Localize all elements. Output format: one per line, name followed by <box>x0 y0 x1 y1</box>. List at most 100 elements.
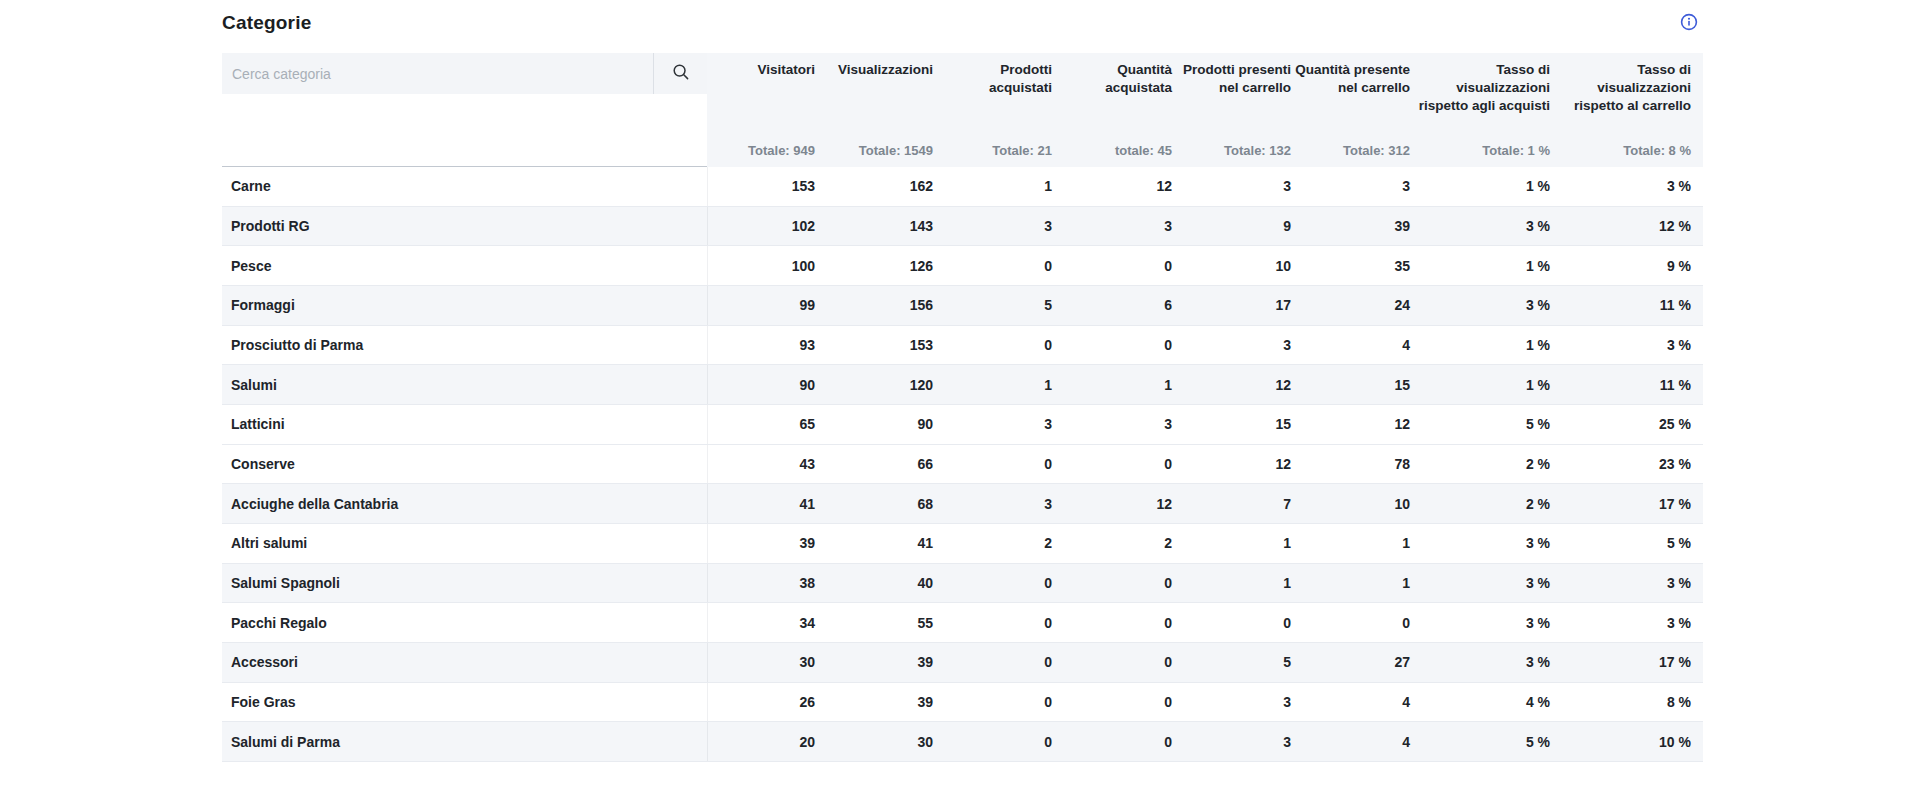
column-total: Totale: 1 % <box>1482 143 1550 158</box>
column-header: Tasso divisualizzazionirispetto al carre… <box>1574 61 1691 114</box>
cell-value: 30 <box>827 734 945 750</box>
cell-value: 1 % <box>1422 178 1562 194</box>
cell-value: 15 <box>1303 377 1422 393</box>
info-button[interactable] <box>1679 12 1699 32</box>
column-total: Totale: 1549 <box>859 143 933 158</box>
column-header: Visitatori <box>757 61 815 79</box>
cell-value: 0 <box>945 654 1064 670</box>
column-header: Quantità presentenel carrello <box>1295 61 1410 97</box>
cell-value: 0 <box>945 575 1064 591</box>
cell-value: 3 % <box>1422 575 1562 591</box>
cell-value: 5 % <box>1422 416 1562 432</box>
cell-value: 23 % <box>1562 456 1703 472</box>
table-row: Salumi di Parma203000345 %10 % <box>222 722 1703 762</box>
cell-value: 100 <box>707 258 827 274</box>
cell-value: 90 <box>827 416 945 432</box>
column-header: Visualizzazioni <box>838 61 933 79</box>
cell-value: 3 % <box>1562 575 1703 591</box>
table-row: Altri salumi394122113 %5 % <box>222 524 1703 564</box>
cell-value: 41 <box>707 496 827 512</box>
search-input[interactable] <box>222 53 653 94</box>
cell-value: 143 <box>827 218 945 234</box>
cell-value: 2 <box>945 535 1064 551</box>
row-category-name: Pesce <box>222 258 707 274</box>
page-title: Categorie <box>222 12 311 34</box>
column-total: Totale: 8 % <box>1623 143 1691 158</box>
cell-value: 4 % <box>1422 694 1562 710</box>
table-row: Formaggi991565617243 %11 % <box>222 286 1703 326</box>
cell-value: 1 <box>1184 575 1303 591</box>
cell-value: 40 <box>827 575 945 591</box>
cell-value: 3 % <box>1422 654 1562 670</box>
column-header: Prodottiacquistati <box>989 61 1052 97</box>
cell-value: 78 <box>1303 456 1422 472</box>
cell-value: 39 <box>827 694 945 710</box>
cell-value: 90 <box>707 377 827 393</box>
table-row: Prosciutto di Parma9315300341 %3 % <box>222 326 1703 366</box>
cell-value: 1 <box>1303 535 1422 551</box>
cell-value: 3 <box>1184 694 1303 710</box>
cell-value: 1 <box>945 178 1064 194</box>
cell-value: 3 <box>945 416 1064 432</box>
table-header: VisitatoriTotale: 949VisualizzazioniTota… <box>222 53 1703 167</box>
cell-value: 66 <box>827 456 945 472</box>
cell-value: 35 <box>1303 258 1422 274</box>
table-row: Salumi901201112151 %11 % <box>222 365 1703 405</box>
cell-value: 4 <box>1303 694 1422 710</box>
cell-value: 0 <box>1303 615 1422 631</box>
cell-value: 0 <box>1064 575 1184 591</box>
cell-value: 2 <box>1064 535 1184 551</box>
cell-value: 3 % <box>1422 535 1562 551</box>
cell-value: 0 <box>1064 734 1184 750</box>
cell-value: 156 <box>827 297 945 313</box>
cell-value: 0 <box>1064 694 1184 710</box>
cell-value: 68 <box>827 496 945 512</box>
table-row: Accessori3039005273 %17 % <box>222 643 1703 683</box>
row-category-name: Prosciutto di Parma <box>222 337 707 353</box>
cell-value: 0 <box>945 456 1064 472</box>
table-row: Salumi Spagnoli384000113 %3 % <box>222 564 1703 604</box>
cell-value: 3 <box>1064 218 1184 234</box>
cell-value: 2 % <box>1422 496 1562 512</box>
cell-value: 39 <box>707 535 827 551</box>
cell-value: 25 % <box>1562 416 1703 432</box>
row-category-name: Salumi di Parma <box>222 734 707 750</box>
cell-value: 7 <box>1184 496 1303 512</box>
cell-value: 153 <box>827 337 945 353</box>
row-category-name: Latticini <box>222 416 707 432</box>
cell-value: 12 <box>1303 416 1422 432</box>
cell-value: 9 <box>1184 218 1303 234</box>
cell-value: 1 <box>1184 535 1303 551</box>
column-header: Tasso divisualizzazionirispetto agli acq… <box>1419 61 1550 114</box>
table-body: Carne153162112331 %3 %Prodotti RG1021433… <box>222 167 1703 762</box>
categories-report: Categorie <box>222 10 1703 762</box>
cell-value: 55 <box>827 615 945 631</box>
cell-value: 11 % <box>1562 297 1703 313</box>
cell-value: 10 <box>1303 496 1422 512</box>
cell-value: 12 % <box>1562 218 1703 234</box>
column-total: Totale: 21 <box>992 143 1052 158</box>
row-category-name: Altri salumi <box>222 535 707 551</box>
cell-value: 102 <box>707 218 827 234</box>
cell-value: 12 <box>1184 377 1303 393</box>
cell-value: 5 % <box>1562 535 1703 551</box>
cell-value: 12 <box>1064 496 1184 512</box>
cell-value: 0 <box>1064 654 1184 670</box>
cell-value: 26 <box>707 694 827 710</box>
cell-value: 10 <box>1184 258 1303 274</box>
cell-value: 0 <box>945 694 1064 710</box>
cell-value: 120 <box>827 377 945 393</box>
search-button[interactable] <box>654 53 707 94</box>
cell-value: 1 <box>1064 377 1184 393</box>
cell-value: 3 <box>1184 178 1303 194</box>
cell-value: 0 <box>1064 337 1184 353</box>
cell-value: 9 % <box>1562 258 1703 274</box>
cell-value: 6 <box>1064 297 1184 313</box>
cell-value: 8 % <box>1562 694 1703 710</box>
cell-value: 126 <box>827 258 945 274</box>
search-box <box>222 53 707 94</box>
cell-value: 11 % <box>1562 377 1703 393</box>
cell-value: 3 <box>945 496 1064 512</box>
cell-value: 1 % <box>1422 377 1562 393</box>
row-category-name: Carne <box>222 178 707 194</box>
